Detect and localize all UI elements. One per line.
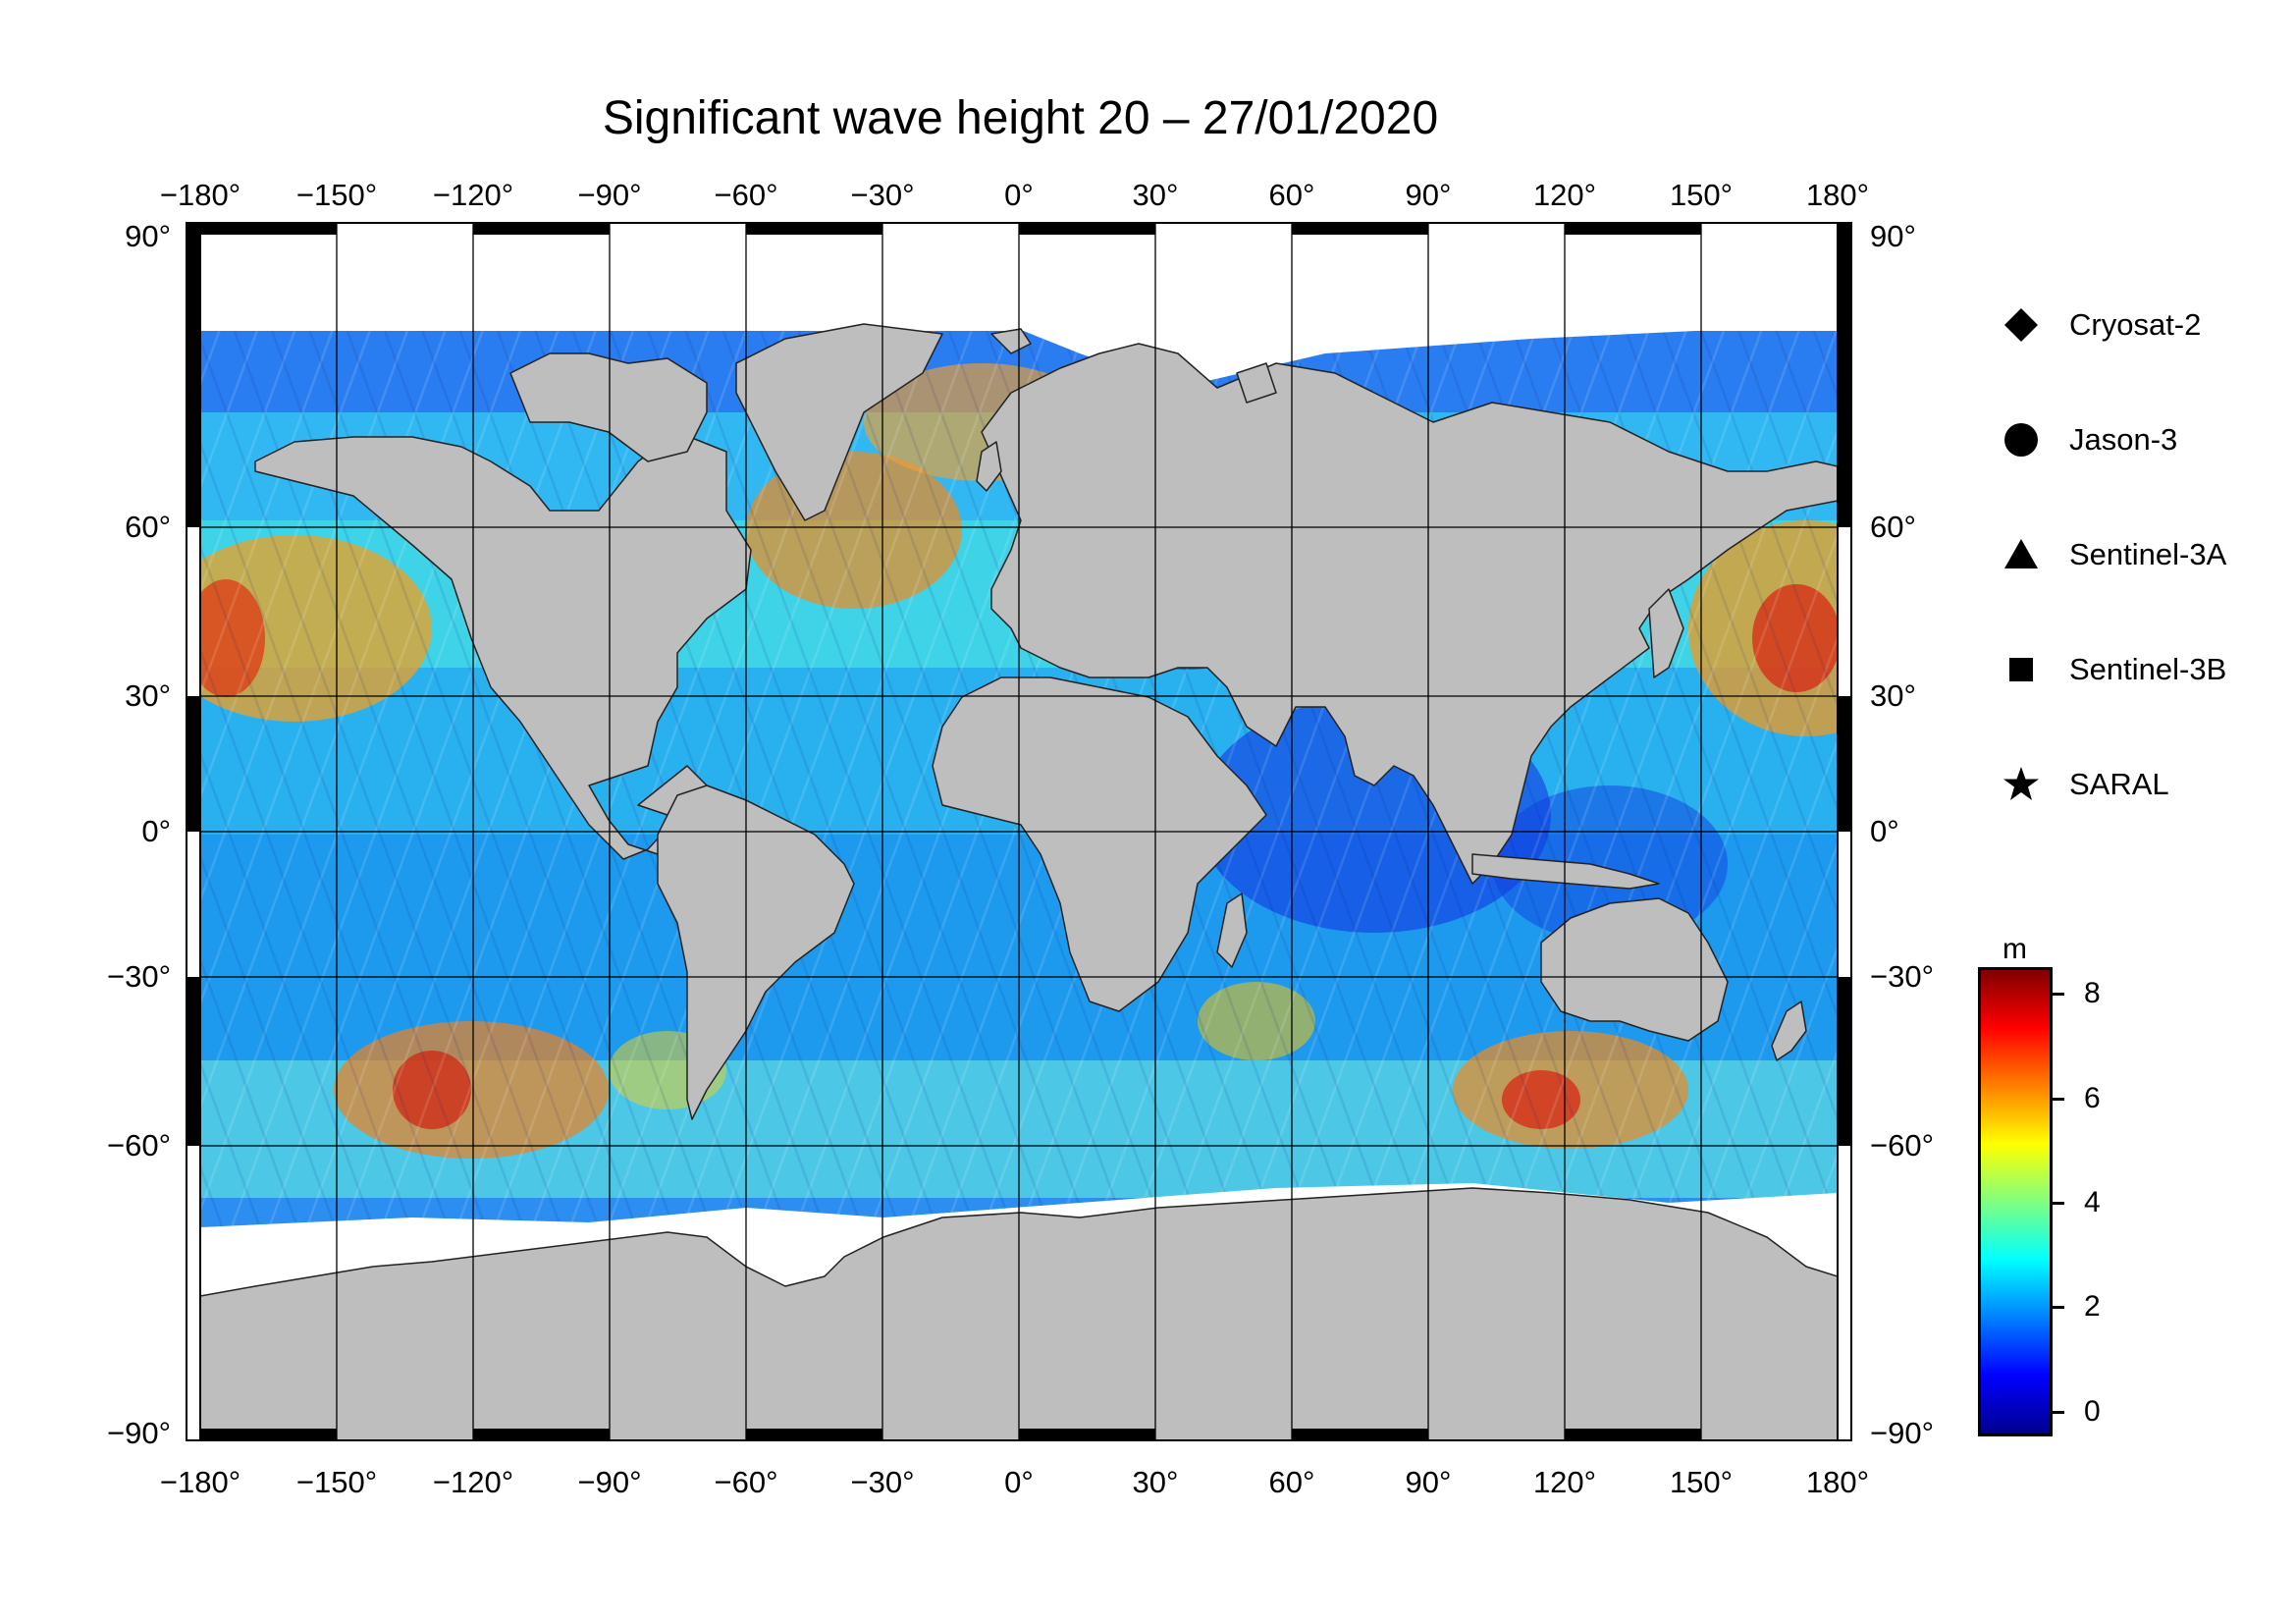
lat-label-right: −60° (1870, 1128, 1934, 1163)
map-title: Significant wave height 20 – 27/01/2020 (602, 92, 1439, 144)
legend-item-sentinel-3b: Sentinel-3B (2002, 645, 2226, 694)
triangle-icon (2002, 536, 2040, 573)
greenland (735, 323, 943, 521)
lon-label-bottom: 30° (1132, 1465, 1179, 1499)
legend-label: Jason-3 (2069, 422, 2178, 457)
lat-label-right: −90° (1870, 1416, 1934, 1450)
colorbar-tickmark (2053, 993, 2064, 996)
lat-label-left: 0° (141, 814, 171, 848)
lon-label-top: 0° (1004, 178, 1034, 212)
lon-label-bottom: 120° (1532, 1465, 1597, 1499)
lon-label-top: −60° (714, 178, 778, 212)
lon-label-bottom: −60° (714, 1465, 778, 1499)
north-america (254, 431, 752, 860)
lon-label-top: 90° (1405, 178, 1452, 212)
africa (932, 676, 1267, 1012)
uk (976, 441, 1002, 492)
lon-label-bottom: 60° (1268, 1465, 1315, 1499)
star-icon (2002, 766, 2040, 803)
lon-label-top: 30° (1132, 178, 1179, 212)
colorbar-tick-label: 6 (2084, 1082, 2101, 1114)
legend-item-jason-3: Jason-3 (2002, 415, 2177, 464)
novaya-zemlya (1236, 362, 1277, 404)
legend-item-sentinel-3a: Sentinel-3A (2002, 530, 2226, 579)
lon-label-top: −180° (159, 178, 241, 212)
lat-label-left: −60° (107, 1128, 171, 1163)
square-icon (2002, 651, 2040, 688)
new-zealand (1771, 1001, 1807, 1061)
colorbar-unit: m (2002, 933, 2027, 965)
lon-label-top: −150° (295, 178, 378, 212)
lat-label-right: 60° (1870, 510, 1916, 544)
lon-label-top: 150° (1669, 178, 1734, 212)
australia (1540, 897, 1729, 1042)
diamond-icon (2002, 306, 2040, 344)
lat-label-left: −90° (107, 1416, 171, 1450)
lon-label-top: −30° (850, 178, 915, 212)
eurasia (981, 343, 1838, 885)
lat-label-right: 0° (1870, 814, 1899, 848)
colorbar-tickmark (2053, 1098, 2064, 1101)
circle-icon (2002, 421, 2040, 459)
lat-label-left: 60° (125, 510, 171, 544)
lon-label-top: 60° (1268, 178, 1315, 212)
legend-item-saral: SARAL (2002, 760, 2169, 809)
lon-label-bottom: −90° (577, 1465, 642, 1499)
colorbar-tick-label: 8 (2084, 977, 2101, 1009)
lat-label-left: −30° (107, 959, 171, 994)
lon-label-top: 180° (1805, 178, 1870, 212)
lon-label-bottom: 150° (1669, 1465, 1734, 1499)
lat-label-right: 90° (1870, 219, 1916, 253)
colorbar-tickmark (2053, 1411, 2064, 1414)
legend-label: Sentinel-3A (2069, 537, 2227, 571)
lat-label-right: −30° (1870, 959, 1934, 994)
colorbar (1978, 967, 2053, 1436)
indonesia (1471, 853, 1660, 890)
svalbard (990, 328, 1032, 354)
madagascar (1216, 893, 1248, 968)
lon-label-bottom: −30° (850, 1465, 915, 1499)
colorbar-tickmark (2053, 1306, 2064, 1309)
lat-label-left: 90° (125, 219, 171, 253)
canadian-arctic (509, 352, 708, 462)
lon-label-bottom: −120° (432, 1465, 514, 1499)
graticule (200, 223, 1838, 1440)
lon-label-bottom: −180° (159, 1465, 241, 1499)
lon-label-bottom: 90° (1405, 1465, 1452, 1499)
lon-label-bottom: 0° (1004, 1465, 1034, 1499)
legend-label: Cryosat-2 (2069, 307, 2202, 342)
legend-item-cryosat-2: Cryosat-2 (2002, 300, 2201, 350)
lon-label-top: −90° (577, 178, 642, 212)
legend-label: SARAL (2069, 767, 2169, 801)
colorbar-tickmark (2053, 1202, 2064, 1205)
lon-label-top: 120° (1532, 178, 1597, 212)
map-frame (186, 222, 1852, 1441)
colorbar-tick-label: 2 (2084, 1290, 2101, 1323)
lon-label-bottom: 180° (1805, 1465, 1870, 1499)
lon-label-top: −120° (432, 178, 514, 212)
legend-label: Sentinel-3B (2069, 652, 2227, 686)
lat-label-left: 30° (125, 678, 171, 713)
japan (1648, 588, 1684, 678)
lon-label-bottom: −150° (295, 1465, 378, 1499)
colorbar-tick-label: 0 (2084, 1395, 2101, 1428)
lat-label-right: 30° (1870, 678, 1916, 713)
colorbar-tick-label: 4 (2084, 1186, 2101, 1218)
